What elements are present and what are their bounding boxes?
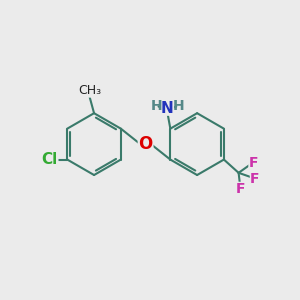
- Text: F: F: [250, 172, 260, 186]
- Text: O: O: [139, 135, 153, 153]
- Text: Cl: Cl: [41, 152, 58, 167]
- Text: F: F: [249, 155, 258, 170]
- Text: F: F: [235, 182, 245, 196]
- Text: N: N: [161, 100, 174, 116]
- Text: H: H: [173, 99, 184, 113]
- Text: H: H: [150, 99, 162, 113]
- Text: CH₃: CH₃: [78, 84, 101, 97]
